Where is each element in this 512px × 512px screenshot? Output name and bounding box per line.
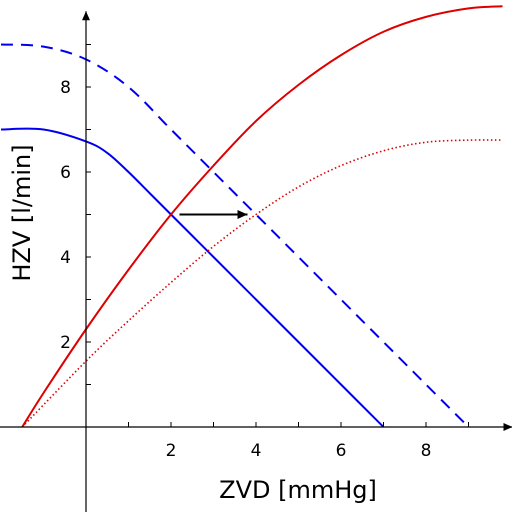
x-tick-label: 4 — [251, 441, 262, 461]
axes-layer — [0, 11, 512, 512]
cardiac-function-curve — [21, 5, 503, 428]
venous-return-curve-shifted — [0, 43, 470, 428]
y-axis-label: HZV [l/min] — [8, 144, 36, 281]
venous-return-curve — [0, 127, 385, 428]
y-tick-label: 8 — [60, 78, 71, 98]
y-tick-label: 2 — [60, 333, 71, 353]
x-tick-label: 6 — [336, 441, 347, 461]
ticks-layer: 2 4 6 8 2 4 6 8 — [60, 44, 469, 461]
series-layer — [0, 5, 503, 428]
x-tick-label: 2 — [166, 441, 177, 461]
y-tick-label: 4 — [60, 248, 71, 268]
x-tick-label: 8 — [421, 441, 432, 461]
x-axis-label: ZVD [mmHg] — [219, 476, 377, 504]
y-tick-label: 6 — [60, 163, 71, 183]
cardiac-function-curve-reduced — [21, 139, 503, 428]
